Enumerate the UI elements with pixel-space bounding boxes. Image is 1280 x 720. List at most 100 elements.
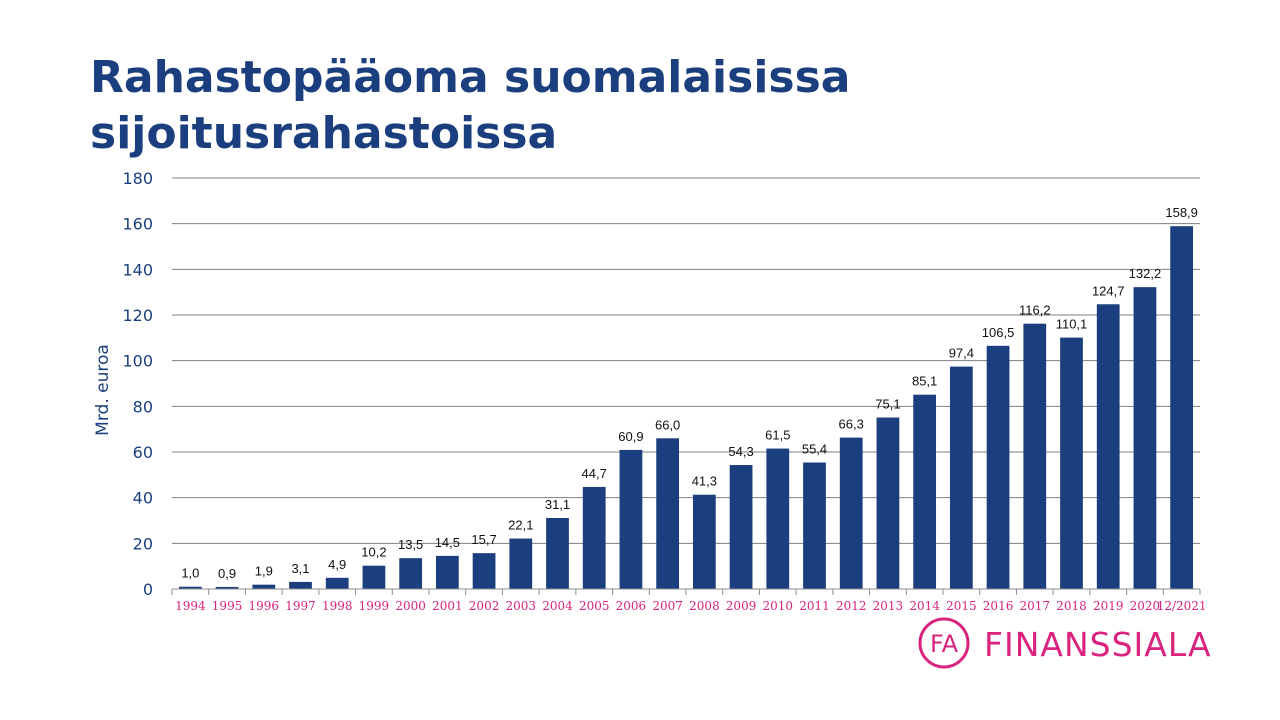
- x-tick-label: 2008: [689, 599, 720, 613]
- data-label: 10,2: [361, 545, 386, 560]
- data-label: 124,7: [1092, 283, 1125, 298]
- bar: [215, 586, 239, 589]
- bar: [766, 448, 790, 589]
- bar: [178, 586, 202, 589]
- x-tick-label: 2013: [873, 599, 904, 613]
- data-label: 14,5: [435, 535, 460, 550]
- y-tick-label: 0: [143, 580, 153, 599]
- x-tick-label: 1999: [359, 599, 390, 613]
- bar: [729, 465, 753, 589]
- bar: [1023, 323, 1047, 589]
- x-tick-label: 2018: [1056, 599, 1087, 613]
- bar: [949, 366, 973, 589]
- data-label: 44,7: [582, 466, 607, 481]
- bar: [362, 565, 386, 589]
- x-tick-label: 2009: [726, 599, 757, 613]
- x-tick-label: 1994: [175, 599, 206, 613]
- y-tick-label: 180: [122, 169, 153, 188]
- x-tick-label: 2002: [469, 599, 500, 613]
- x-tick-label: 2020: [1130, 599, 1161, 613]
- bar: [509, 538, 533, 589]
- data-label: 85,1: [912, 374, 937, 389]
- data-label: 158,9: [1165, 205, 1198, 220]
- data-label: 0,9: [218, 566, 236, 581]
- data-label: 116,2: [1019, 303, 1051, 318]
- data-labels: 1,0 0,9 1,9 3,1 4,9 10,2 13,5 14,5 15,7 22,1 31,1 4…: [181, 205, 1198, 581]
- bar: [1133, 287, 1157, 589]
- bar: [1060, 337, 1083, 589]
- x-tick-label: 1998: [322, 599, 353, 613]
- data-label: 75,1: [875, 397, 900, 412]
- data-label: 106,5: [982, 325, 1015, 340]
- x-tick-label: 2014: [909, 599, 940, 613]
- bar: [399, 558, 423, 589]
- data-label: 13,5: [398, 537, 423, 552]
- data-label: 66,3: [839, 417, 864, 432]
- x-tick-label: 2006: [616, 599, 647, 613]
- y-axis-label: Mrd. euroa: [93, 344, 113, 436]
- data-label: 55,4: [802, 442, 827, 457]
- x-tick-label: 2012: [836, 599, 867, 613]
- data-label: 1,9: [255, 564, 273, 579]
- x-tick-label: 1995: [212, 599, 243, 613]
- logo-monogram: FA: [930, 630, 959, 658]
- data-label: 60,9: [618, 429, 643, 444]
- bar: [803, 462, 826, 589]
- bar: [876, 417, 900, 589]
- y-tick-label: 120: [122, 306, 153, 325]
- x-tick-label: 2017: [1020, 599, 1051, 613]
- bar: [692, 494, 716, 589]
- x-tick-label: 2015: [946, 599, 977, 613]
- data-label: 132,2: [1129, 266, 1162, 281]
- bars: [178, 226, 1194, 589]
- data-label: 1,0: [181, 566, 199, 581]
- bar: [289, 581, 312, 589]
- y-axis: 0 20 40 60 80 100 120 140 160 180: [122, 169, 153, 599]
- data-label: 31,1: [545, 497, 570, 512]
- y-tick-label: 160: [122, 215, 153, 234]
- data-label: 22,1: [508, 518, 533, 533]
- x-tick-label: 2000: [395, 599, 426, 613]
- logo-name: FINANSSIALA: [984, 625, 1212, 664]
- y-tick-label: 140: [122, 260, 153, 279]
- finanssiala-logo: FA FINANSSIALA: [918, 617, 1212, 669]
- x-tick-label: 2011: [799, 599, 830, 613]
- y-tick-label: 60: [133, 443, 153, 462]
- x-axis: 1994 1995 1996 1997 1998 1999 2000 2001 2002 2003…: [171, 588, 1207, 613]
- bar: [435, 555, 459, 589]
- bar: [325, 577, 349, 589]
- x-tick-label: 12/2021: [1157, 599, 1207, 613]
- y-tick-label: 100: [122, 352, 153, 371]
- data-label: 97,4: [949, 346, 974, 361]
- y-tick-label: 80: [133, 397, 153, 416]
- bar: [839, 437, 863, 589]
- data-label: 54,3: [728, 444, 753, 459]
- bar: [582, 486, 606, 589]
- bar: [252, 584, 276, 589]
- data-label: 110,1: [1056, 317, 1088, 332]
- x-tick-label: 2004: [542, 599, 573, 613]
- page-title: Rahastopääoma suomalaisissa sijoitusraha…: [90, 50, 990, 162]
- x-tick-label: 2010: [763, 599, 794, 613]
- x-tick-label: 2016: [983, 599, 1014, 613]
- page-title-line-1: Rahastopääoma suomalaisissa: [90, 52, 851, 103]
- bar: [1096, 304, 1120, 589]
- y-tick-label: 20: [133, 534, 153, 553]
- x-tick-label: 1997: [285, 599, 316, 613]
- x-tick-label: 2007: [652, 599, 683, 613]
- data-label: 15,7: [471, 532, 496, 547]
- bar: [656, 438, 680, 589]
- bar: [913, 394, 937, 589]
- page-title-line-2: sijoitusrahastoissa: [90, 108, 558, 159]
- y-tick-label: 40: [133, 489, 153, 508]
- x-tick-label: 2003: [506, 599, 537, 613]
- x-tick-label: 1996: [249, 599, 280, 613]
- bar: [986, 345, 1010, 589]
- x-tick-label: 2019: [1093, 599, 1124, 613]
- logo-circle-icon: [918, 617, 970, 669]
- bar: [1170, 226, 1194, 589]
- data-label: 41,3: [692, 474, 717, 489]
- bar: [619, 449, 643, 589]
- bar: [472, 553, 496, 589]
